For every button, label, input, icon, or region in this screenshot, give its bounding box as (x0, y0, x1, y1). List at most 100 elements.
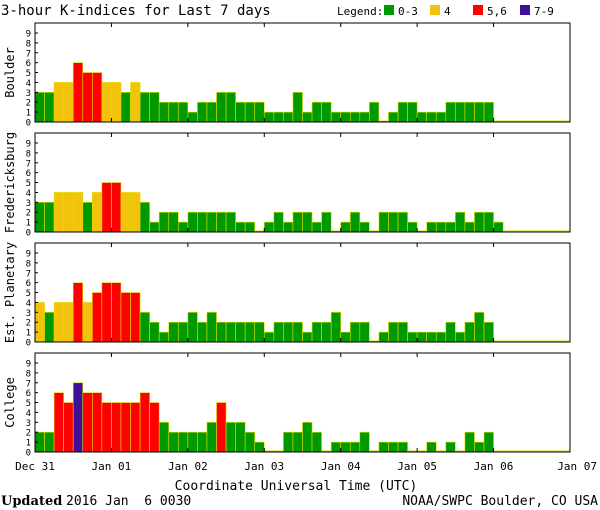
bar (44, 431, 55, 453)
bar (111, 402, 122, 453)
y-tick-label: 3 (26, 89, 31, 99)
bar (206, 101, 217, 123)
bar (139, 312, 150, 343)
bar (416, 331, 427, 343)
bar (244, 221, 256, 233)
bar (158, 211, 170, 233)
bar (44, 92, 55, 123)
y-tick-label: 6 (26, 59, 31, 69)
bar (206, 312, 217, 343)
bar (464, 101, 475, 123)
bar (311, 101, 322, 123)
y-tick-label: 4 (26, 409, 31, 419)
bar (483, 431, 494, 453)
x-tick-label: Jan 07 (557, 460, 597, 473)
bar (225, 422, 236, 453)
bar (244, 101, 256, 123)
bar (63, 192, 74, 233)
bar (72, 382, 84, 453)
y-tick-label: 7 (26, 269, 31, 279)
x-tick-label: Jan 05 (397, 460, 437, 473)
y-tick-label: 9 (26, 360, 31, 370)
bar (407, 221, 418, 233)
bar (120, 192, 131, 233)
bar (369, 101, 380, 123)
bar (244, 321, 256, 343)
bar (53, 302, 64, 343)
y-tick-label: 7 (26, 159, 31, 169)
bar (302, 331, 313, 343)
y-tick-label: 0 (26, 449, 31, 459)
bar (283, 221, 294, 233)
bar (149, 92, 160, 123)
y-tick-label: 6 (26, 389, 31, 399)
y-tick-label: 6 (26, 169, 31, 179)
bar (349, 211, 361, 233)
bar (187, 312, 198, 343)
y-tick-label: 1 (26, 109, 31, 119)
bar (82, 392, 93, 453)
y-tick-label: 8 (26, 369, 31, 379)
y-tick-label: 5 (26, 69, 31, 79)
bar (455, 331, 466, 343)
y-tick-label: 8 (26, 259, 31, 269)
bar (388, 441, 399, 453)
bar (53, 82, 64, 123)
bar (168, 101, 179, 123)
bar (216, 321, 227, 343)
bar (302, 422, 313, 453)
bar (158, 331, 170, 343)
bar (92, 192, 103, 233)
chart-panels: 0123456789Boulder0123456789Fredericksbur… (3, 22, 571, 459)
bar (63, 302, 74, 343)
legend-swatch-2 (430, 5, 440, 15)
y-tick-label: 4 (26, 189, 31, 199)
y-tick-label: 3 (26, 199, 31, 209)
bar (178, 101, 189, 123)
y-tick-label: 3 (26, 309, 31, 319)
y-tick-label: 8 (26, 149, 31, 159)
bar (455, 211, 466, 233)
bar (397, 211, 408, 233)
y-tick-label: 0 (26, 229, 31, 239)
y-tick-label: 7 (26, 49, 31, 59)
bar (263, 331, 275, 343)
bar (378, 331, 389, 343)
bar (283, 321, 294, 343)
bar (330, 312, 342, 343)
x-tick-label: Dec 31 (15, 460, 55, 473)
bar (235, 321, 246, 343)
bar (34, 202, 45, 233)
bar (235, 101, 246, 123)
bar (340, 111, 351, 123)
x-tick-label: Jan 01 (92, 460, 132, 473)
bar (359, 321, 370, 343)
bar (216, 92, 227, 123)
bar (359, 221, 370, 233)
bar (101, 282, 112, 343)
bar (464, 431, 475, 453)
bar (53, 392, 64, 453)
bar (349, 441, 361, 453)
bar (435, 221, 447, 233)
bar (474, 101, 485, 123)
y-tick-label: 0 (26, 119, 31, 129)
bar (72, 62, 84, 123)
bar (474, 312, 485, 343)
bar (283, 111, 294, 123)
bar (187, 111, 198, 123)
bar (178, 221, 189, 233)
x-tick-label: Jan 02 (168, 460, 208, 473)
bar (197, 211, 208, 233)
bar (82, 72, 93, 123)
legend-swatch-4 (520, 5, 530, 15)
legend-title: Legend: (337, 5, 383, 18)
bar (149, 321, 160, 343)
bar (120, 292, 131, 343)
bar (187, 431, 198, 453)
bar (321, 211, 332, 233)
bar (483, 101, 494, 123)
chart-title: 3-hour K-indices for Last 7 days (1, 3, 271, 19)
